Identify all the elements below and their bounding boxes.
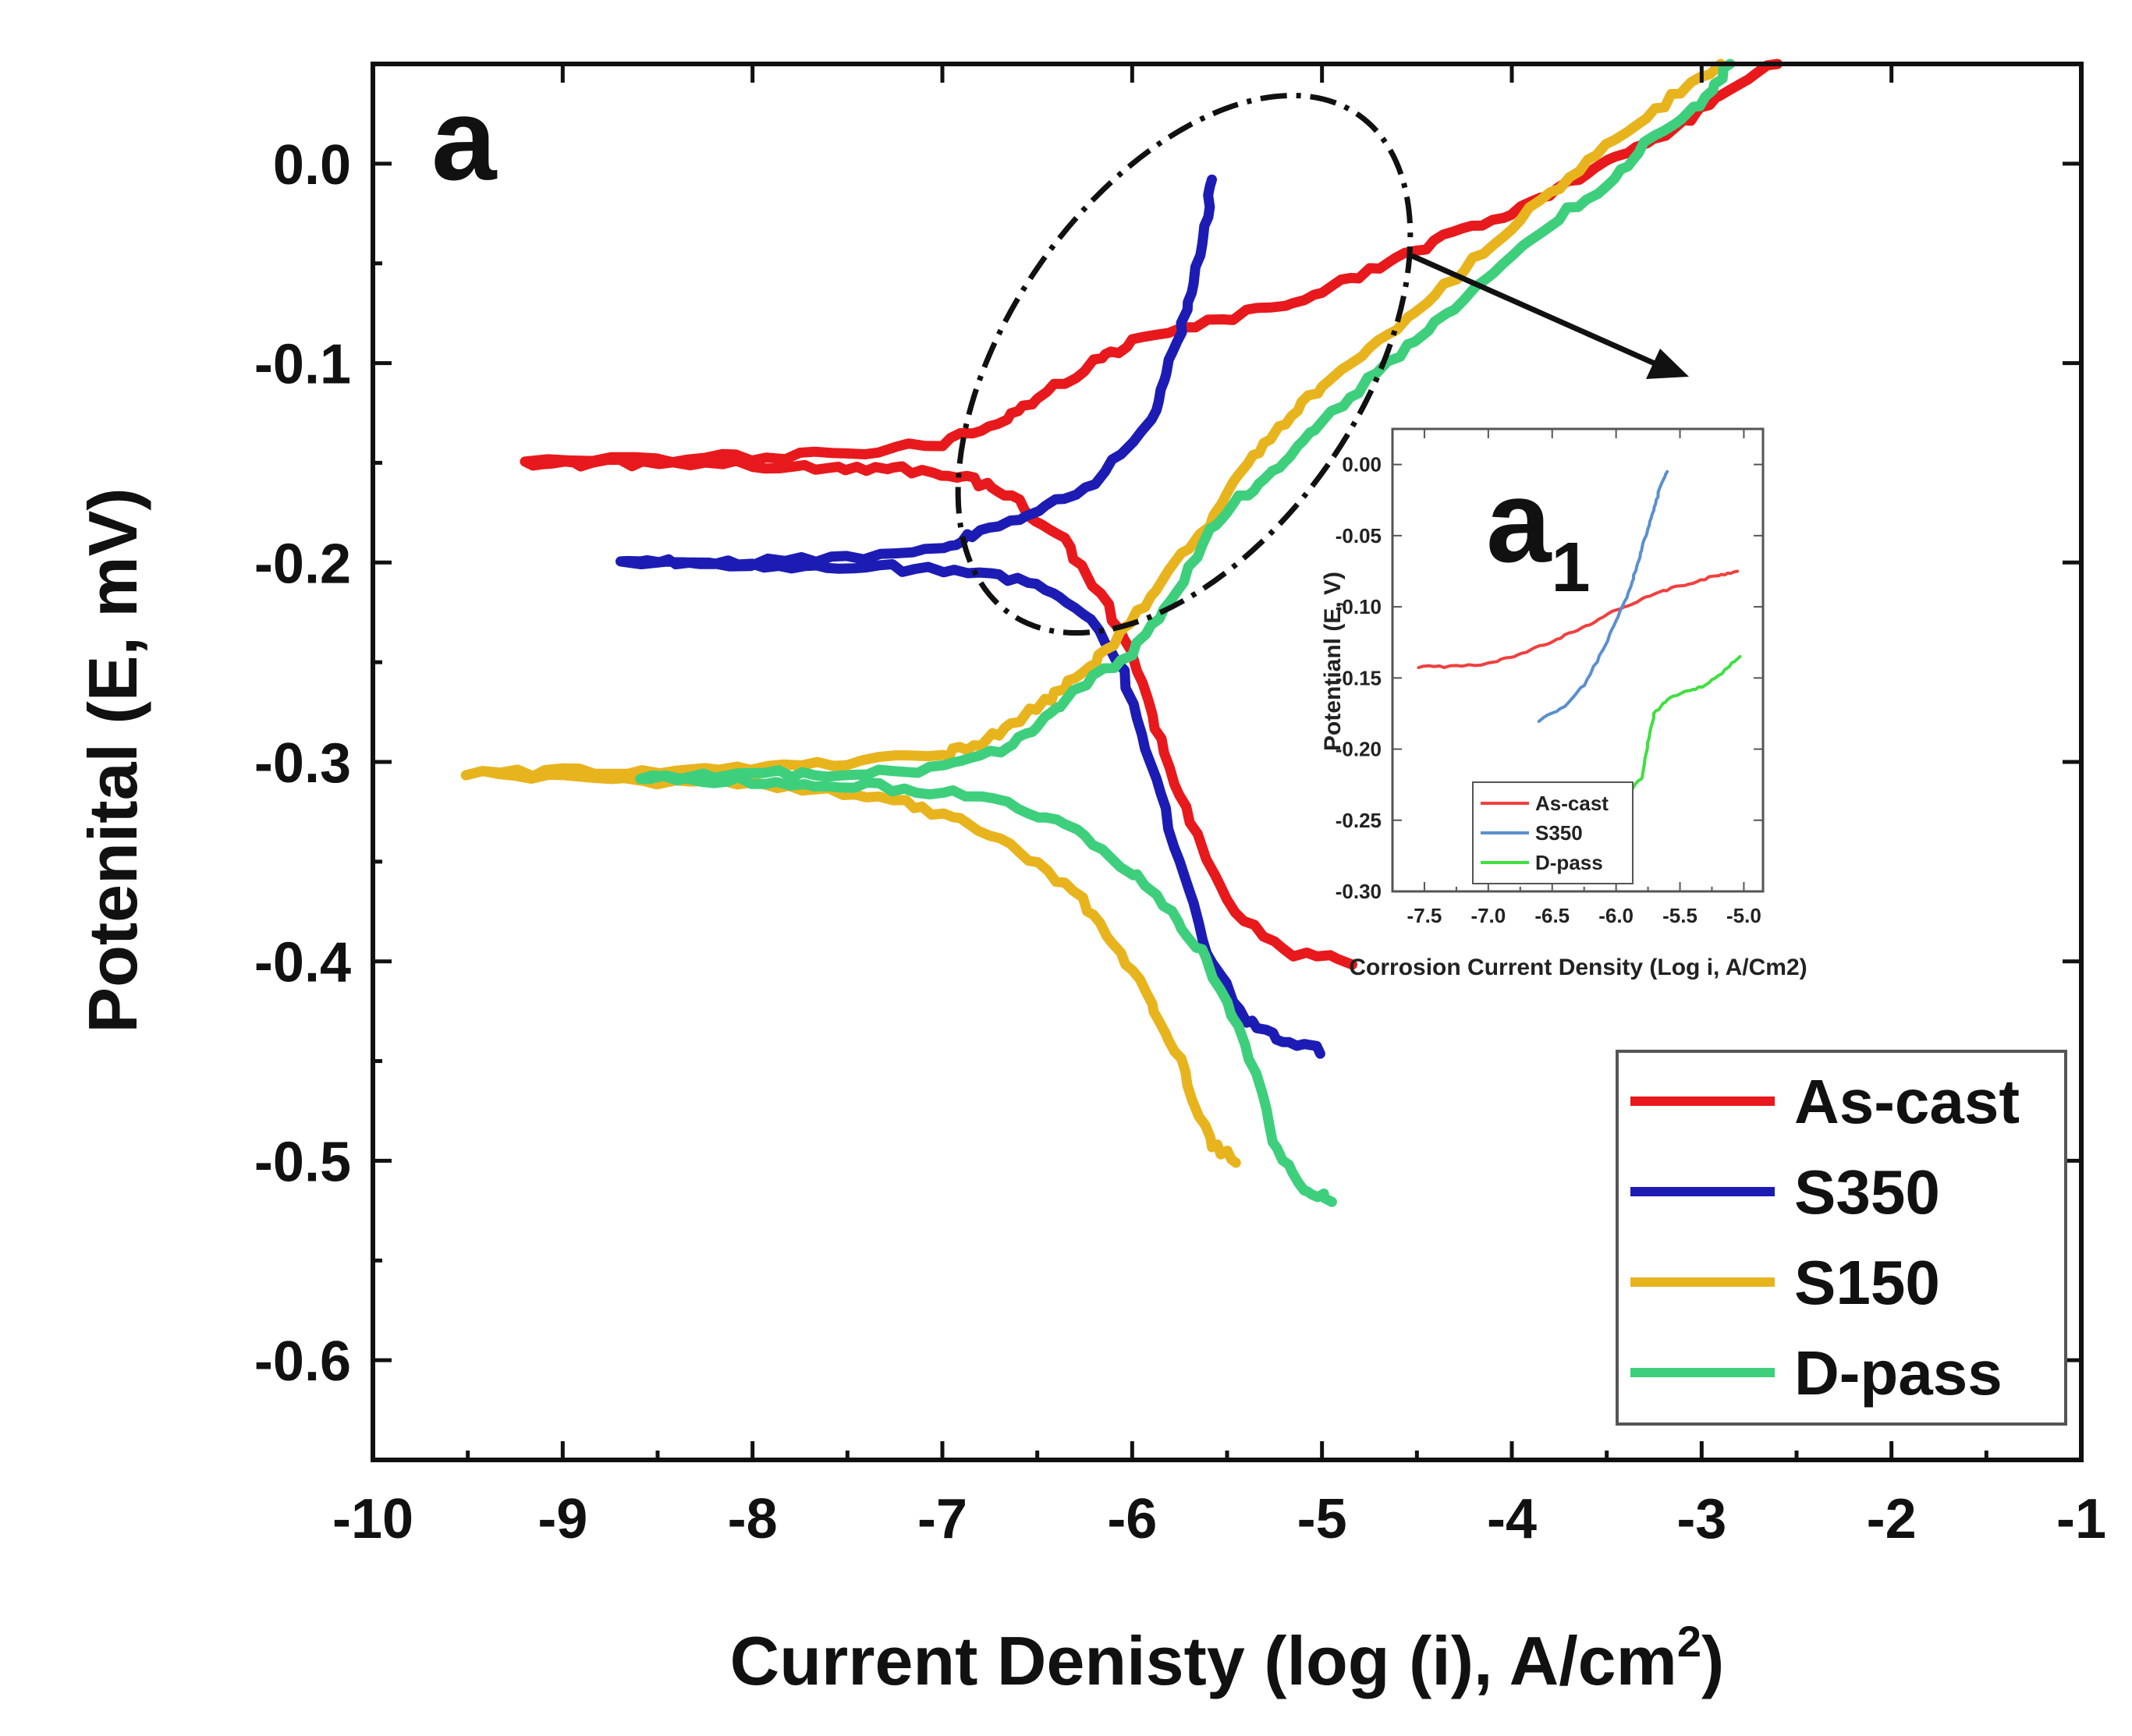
inset-legend: As-cast S350 D-pass: [1472, 781, 1634, 884]
zoom-arrow-head: [1646, 349, 1689, 379]
main-x-tick-label: -5: [1297, 1488, 1347, 1550]
inset-x-tick-label: -5.5: [1662, 904, 1697, 927]
inset-y-tick-label: -0.20: [1336, 738, 1382, 761]
highlight-ellipse: [955, 92, 1414, 636]
main-series-s350-line: [615, 174, 1325, 1059]
inset-x-tick-label: -5.0: [1726, 904, 1761, 927]
main-x-tick-label: -3: [1676, 1488, 1726, 1550]
inset-y-tick-label: -0.10: [1336, 595, 1382, 618]
inset-legend-label-s350: S350: [1535, 821, 1583, 845]
main-series-as-cast-line: [520, 58, 1783, 970]
inset-y-tick-label: 0.00: [1342, 453, 1382, 477]
inset-y-tick-label: -0.05: [1336, 524, 1382, 547]
main-x-tick-label: -1: [2056, 1488, 2106, 1550]
inset-plot: -7.5 -7.0 -6.5 -6.0 -5.5 -5.0 0.00 -0.05 -0.10 -0…: [1320, 425, 1807, 980]
main-ticks: [371, 64, 2084, 1460]
inset-legend-label-d-pass: D-pass: [1535, 851, 1603, 874]
inset-y-tick-label: -0.25: [1336, 809, 1382, 832]
inset-y-tick-label: -0.15: [1336, 666, 1382, 689]
panel-label-a: a: [431, 73, 498, 204]
panel-label-a1: a1: [1486, 455, 1591, 607]
main-y-tick-label: -0.4: [254, 932, 351, 994]
main-x-axis-title: Current Denisty (log (i), A/cm2): [730, 1617, 1725, 1699]
inset-x-tick-label: -7.5: [1407, 904, 1442, 927]
legend-label-s350: S350: [1794, 1157, 1940, 1227]
main-x-tick-label: -2: [1867, 1488, 1917, 1550]
main-series-s150-line: [460, 58, 1726, 1168]
legend-label-d-pass: D-pass: [1794, 1338, 2003, 1408]
legend-label-s150: S150: [1794, 1248, 1940, 1317]
main-x-tick-label: -8: [728, 1488, 778, 1550]
inset-legend-label-as-cast: As-cast: [1535, 792, 1609, 815]
inset-x-tick-label: -6.0: [1598, 904, 1634, 927]
main-y-tick-label: -0.1: [254, 334, 351, 396]
main-legend-box: [1616, 1050, 2067, 1426]
inset-x-tick-label: -6.5: [1534, 904, 1570, 927]
main-y-tick-label: -0.5: [254, 1131, 351, 1193]
main-y-axis-title: Potenital (E, mV): [74, 487, 151, 1033]
main-y-tick-label: -0.6: [254, 1330, 351, 1393]
main-x-tick-label: -10: [332, 1488, 413, 1550]
inset-x-axis-title: Corrosion Current Density (Log i, A/Cm2): [1349, 955, 1807, 980]
main-curves: [460, 58, 1783, 1207]
zoom-arrow-shaft: [1410, 253, 1663, 370]
main-y-tick-label: -0.2: [254, 533, 351, 595]
main-y-tick-label: -0.3: [254, 732, 351, 795]
main-x-tick-label: -7: [917, 1488, 967, 1550]
inset-series-s350-line: [1537, 469, 1669, 723]
main-tick-labels: -10 -9 -8 -7 -6 -5 -4 -3 -2 -1 0.0 -0.1 -0.2 -0.3 -0.4…: [254, 134, 2106, 1550]
main-x-tick-label: -6: [1107, 1488, 1157, 1550]
inset-tick-labels: -7.5 -7.0 -6.5 -6.0 -5.5 -5.0 0.00 -0.05 -0.10 -0…: [1336, 453, 1761, 927]
main-x-tick-label: -9: [537, 1488, 587, 1550]
inset-y-axis-title: Potentianl (E, V): [1320, 572, 1346, 751]
inset-y-tick-label: -0.30: [1336, 880, 1382, 903]
main-series-d-pass-line: [635, 58, 1736, 1207]
inset-plot-frame: [1391, 427, 1765, 893]
main-plot: -10 -9 -8 -7 -6 -5 -4 -3 -2 -1 0.0 -0.1 -0.2 -0.3 -0.4…: [74, 58, 2106, 1699]
legend-label-as-cast: As-cast: [1794, 1067, 2020, 1136]
main-y-tick-label: 0.0: [273, 134, 351, 197]
inset-legend-items: As-cast S350 D-pass: [1481, 792, 1609, 874]
main-legend: As-cast S350 S150 D-pass: [1616, 1050, 2067, 1426]
main-x-tick-label: -4: [1487, 1488, 1537, 1550]
inset-series-as-cast-line: [1417, 569, 1740, 669]
inset-x-tick-label: -7.0: [1470, 904, 1506, 927]
main-legend-items: As-cast S350 S150 D-pass: [1630, 1067, 2020, 1408]
